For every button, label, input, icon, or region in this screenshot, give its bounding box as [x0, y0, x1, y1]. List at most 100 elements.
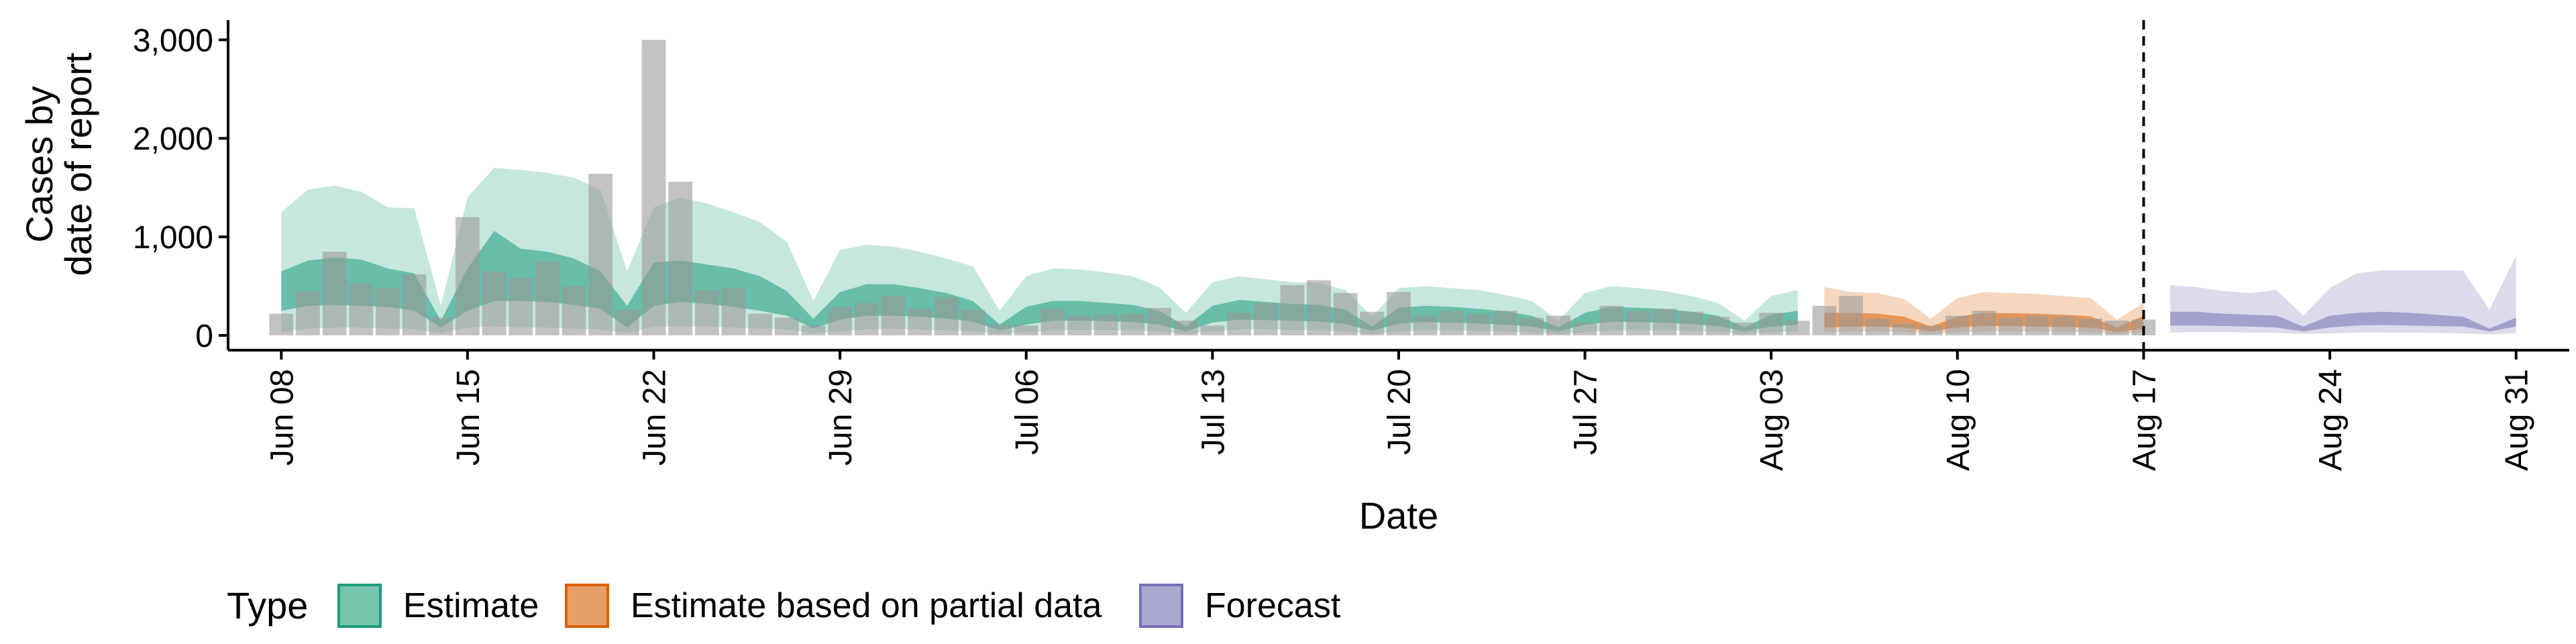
- observed-bar: [1972, 311, 1996, 335]
- x-tick-label: Jun 15: [451, 369, 486, 466]
- observed-bar: [1599, 305, 1624, 335]
- observed-bar: [1440, 311, 1464, 335]
- x-tick-label: Jun 08: [264, 369, 300, 466]
- observed-bar: [1919, 325, 1943, 335]
- x-tick-label: Jul 27: [1568, 369, 1604, 455]
- x-tick-label: Jun 29: [823, 369, 859, 466]
- observed-bar: [1652, 309, 1677, 335]
- observed-bar: [429, 317, 453, 335]
- observed-bar: [1093, 315, 1118, 335]
- observed-bar: [934, 297, 959, 335]
- observed-bar: [535, 261, 559, 335]
- observed-bar: [1147, 307, 1171, 335]
- observed-bar: [828, 307, 853, 335]
- observed-bar: [615, 309, 639, 335]
- observed-bar: [1706, 317, 1730, 335]
- observed-bar: [1812, 305, 1837, 335]
- observed-bar: [2051, 317, 2076, 335]
- observed-bar: [1067, 315, 1091, 335]
- x-tick-label: Jul 20: [1382, 369, 1417, 455]
- observed-bar: [748, 313, 773, 335]
- x-tick-label: Jul 13: [1195, 369, 1231, 455]
- observed-bar: [269, 313, 294, 335]
- legend-key: [1139, 584, 1183, 628]
- observed-bar: [2104, 320, 2129, 335]
- observed-bar: [961, 309, 985, 335]
- y-tick-label: 0: [195, 319, 213, 354]
- observed-bar: [1866, 319, 1890, 335]
- y-axis-title-line: Cases by: [18, 86, 60, 242]
- observed-bar: [2078, 319, 2102, 335]
- observed-bar: [1839, 296, 1864, 335]
- x-tick-label: Jun 22: [637, 369, 673, 466]
- legend-key: [565, 584, 609, 628]
- x-tick-label: Aug 31: [2500, 369, 2535, 471]
- observed-bar: [349, 283, 374, 335]
- observed-bar: [1466, 313, 1491, 335]
- observed-bar: [987, 324, 1012, 335]
- y-tick-label: 2,000: [133, 121, 213, 157]
- observed-bar: [1333, 292, 1358, 335]
- axes-layer: 0 1,000 2,000 3,000 Jun 08 Jun 15 Jun 22 Jun 29…: [133, 20, 2569, 471]
- x-tick-label: Aug 03: [1754, 369, 1790, 471]
- observed-bar: [854, 303, 879, 335]
- observed-bar: [881, 296, 906, 335]
- observed-bar: [588, 174, 613, 335]
- x-tick-label: Aug 17: [2127, 369, 2162, 471]
- observed-bar: [641, 40, 666, 335]
- x-axis-title: Date: [1359, 494, 1438, 537]
- observed-bar: [774, 317, 799, 335]
- observed-bar: [296, 290, 320, 335]
- x-tick-label: Aug 24: [2313, 369, 2349, 471]
- observed-bar: [2025, 315, 2049, 335]
- legend-title: Type: [227, 584, 308, 627]
- observed-bar: [1227, 313, 1251, 335]
- observed-bar: [1387, 292, 1411, 335]
- legend-label: Forecast: [1205, 586, 1341, 625]
- observed-bar: [1519, 317, 1544, 335]
- observed-bar: [1679, 311, 1704, 335]
- observed-bar: [1253, 303, 1278, 335]
- observed-bar: [1493, 311, 1517, 335]
- observed-bar: [801, 325, 826, 335]
- observed-bar: [695, 290, 719, 335]
- observed-bar: [668, 181, 693, 335]
- observed-bar: [1307, 280, 1331, 335]
- observed-bar: [482, 271, 506, 335]
- observed-bar: [1173, 320, 1198, 335]
- observed-bars-layer: [269, 40, 2156, 335]
- observed-bar: [1892, 323, 1917, 335]
- observed-bar: [1572, 322, 1597, 335]
- observed-bar: [455, 217, 480, 335]
- x-tick-label: Jul 06: [1010, 369, 1045, 455]
- observed-bar: [1040, 309, 1065, 335]
- y-tick-label: 1,000: [133, 220, 213, 256]
- observed-bar: [508, 278, 533, 335]
- legend: Type Estimate Estimate based on partial da…: [227, 584, 1341, 628]
- observed-bar: [1732, 322, 1757, 335]
- legend-key: [337, 584, 382, 628]
- observed-bar: [1626, 311, 1650, 335]
- legend-label: Estimate: [403, 586, 539, 625]
- observed-bar: [1786, 320, 1810, 335]
- observed-bar: [908, 309, 932, 335]
- observed-bar: [1280, 285, 1305, 335]
- observed-bar: [376, 288, 400, 335]
- y-axis-title-line: date of report: [57, 52, 99, 276]
- observed-bar: [1120, 313, 1145, 335]
- observed-bar: [1998, 317, 2023, 335]
- observed-bar: [1360, 311, 1385, 335]
- forecast-50-interval: [2170, 311, 2516, 332]
- observed-bar: [1546, 315, 1570, 335]
- legend-label: Estimate based on partial data: [631, 586, 1102, 625]
- observed-bar: [561, 286, 586, 335]
- observed-bar: [402, 274, 427, 335]
- observed-bar: [721, 288, 746, 335]
- observed-bar: [1200, 325, 1225, 335]
- observed-bar: [322, 252, 347, 335]
- observed-bar: [1413, 315, 1438, 335]
- y-tick-label: 3,000: [133, 23, 213, 58]
- observed-bar: [1759, 313, 1784, 335]
